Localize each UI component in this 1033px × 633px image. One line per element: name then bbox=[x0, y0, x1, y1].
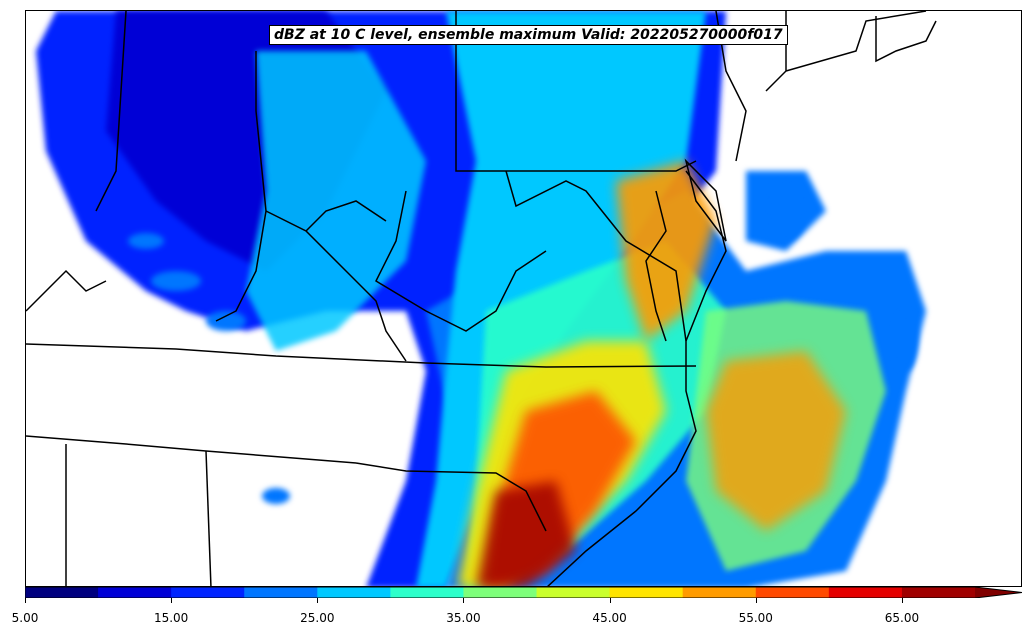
colorbar-tick bbox=[25, 598, 26, 603]
colorbar-tick bbox=[317, 598, 319, 603]
colorbar-segment bbox=[317, 587, 391, 598]
colorbar-segment bbox=[390, 587, 464, 598]
map-panel: dBZ at 10 C level, ensemble maximum Vali… bbox=[25, 10, 1022, 587]
colorbar-tick bbox=[755, 598, 757, 603]
echo-core-orange-east bbox=[706, 351, 846, 531]
colorbar-segment bbox=[682, 587, 757, 598]
state-border-wv-va bbox=[375, 190, 547, 332]
map-title: dBZ at 10 C level, ensemble maximum Vali… bbox=[269, 25, 788, 45]
colorbar-segment bbox=[463, 587, 538, 598]
colorbar-tick bbox=[609, 598, 611, 603]
echo-core-orange-north bbox=[616, 161, 716, 341]
echo-core-darkred bbox=[476, 481, 576, 586]
scattered-cells bbox=[128, 181, 918, 504]
colorbar-segment bbox=[755, 587, 830, 598]
state-border-pa bbox=[455, 11, 697, 172]
ohio-river bbox=[305, 200, 387, 232]
colorbar-segment bbox=[828, 587, 903, 598]
state-border-va-nc bbox=[26, 343, 697, 368]
colorbar-tick-label: 15.00 bbox=[153, 611, 189, 625]
colorbar bbox=[25, 587, 1022, 598]
state-border-de bbox=[684, 158, 727, 242]
colorbar-tick-label: 35.00 bbox=[446, 611, 481, 625]
echo-band-cyan-west bbox=[246, 51, 426, 351]
colorbar-tick-label: 45.00 bbox=[592, 611, 627, 625]
colorbar-segment bbox=[171, 587, 245, 598]
state-border-nc-sc bbox=[355, 462, 547, 532]
colorbar-tick bbox=[171, 598, 173, 603]
colorbar-segment bbox=[244, 587, 318, 598]
colorbar-tick-label: 5.00 bbox=[11, 611, 39, 625]
colorbar-segment bbox=[25, 587, 99, 598]
state-border-ky-wv bbox=[265, 210, 407, 362]
state-border-il-in bbox=[95, 11, 127, 212]
colorbar-tick bbox=[901, 598, 903, 603]
colorbar-segment bbox=[609, 587, 684, 598]
colorbar-tick-label: 55.00 bbox=[738, 611, 773, 625]
colorbar-tick-label: 25.00 bbox=[300, 611, 335, 625]
state-border-tn-ga bbox=[26, 435, 357, 464]
state-border-mo-ky bbox=[26, 269, 107, 312]
colorbar-tick-label: 65.00 bbox=[884, 611, 920, 625]
state-border-md-va bbox=[505, 170, 687, 342]
colorbar-segment bbox=[98, 587, 172, 598]
state-border-oh-in bbox=[215, 51, 267, 322]
state-border-al-ga bbox=[205, 450, 212, 586]
reflectivity-field bbox=[36, 11, 926, 586]
colorbar-tick bbox=[463, 598, 465, 603]
colorbar-extend-arrow bbox=[975, 587, 1022, 598]
colorbar-segment bbox=[901, 587, 976, 598]
coastline-atlantic bbox=[547, 170, 727, 586]
colorbar-outline bbox=[25, 587, 1022, 598]
coast-new-england bbox=[875, 16, 937, 63]
political-boundaries bbox=[26, 11, 937, 586]
chesapeake-bay bbox=[645, 190, 667, 342]
state-border-ny-ct bbox=[765, 11, 927, 92]
radar-map bbox=[26, 11, 937, 586]
colorbar-segment bbox=[536, 587, 611, 598]
